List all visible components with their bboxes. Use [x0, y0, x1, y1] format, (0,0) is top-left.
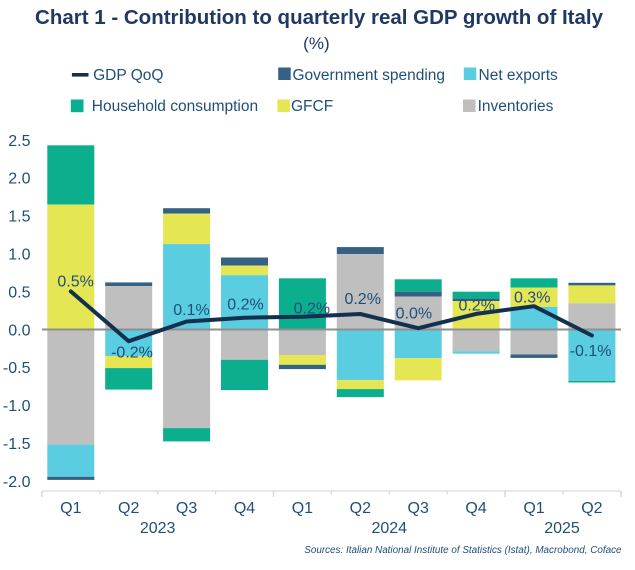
svg-text:Q2: Q2 — [350, 500, 371, 517]
svg-text:0.2%: 0.2% — [344, 291, 380, 308]
svg-text:Inventories: Inventories — [478, 98, 554, 115]
svg-text:0.3%: 0.3% — [514, 289, 550, 306]
svg-text:0.2%: 0.2% — [227, 297, 263, 314]
svg-text:Q1: Q1 — [60, 500, 81, 517]
svg-text:-0.1%: -0.1% — [570, 343, 612, 360]
svg-text:1.5: 1.5 — [8, 209, 30, 226]
svg-text:0.2%: 0.2% — [458, 297, 494, 314]
svg-text:Household consumption: Household consumption — [92, 98, 258, 115]
svg-text:-2.0: -2.0 — [3, 474, 31, 491]
svg-text:1.0: 1.0 — [8, 247, 30, 264]
svg-text:2023: 2023 — [140, 520, 176, 537]
svg-text:-0.2%: -0.2% — [111, 344, 153, 361]
svg-text:Q3: Q3 — [176, 500, 197, 517]
svg-text:Q3: Q3 — [408, 500, 429, 517]
svg-text:0.2%: 0.2% — [294, 300, 330, 317]
svg-text:Government spending: Government spending — [293, 67, 446, 84]
svg-text:Q1: Q1 — [523, 500, 544, 517]
svg-text:Q4: Q4 — [465, 500, 486, 517]
svg-text:-1.0: -1.0 — [3, 398, 31, 415]
svg-text:Q1: Q1 — [292, 500, 313, 517]
svg-text:2024: 2024 — [371, 520, 407, 537]
svg-text:Sources: Italian National Inst: Sources: Italian National Institute of S… — [304, 545, 622, 556]
svg-text:0.0: 0.0 — [8, 322, 30, 339]
svg-text:-0.5: -0.5 — [3, 360, 31, 377]
svg-text:0.5: 0.5 — [8, 284, 30, 301]
svg-text:2025: 2025 — [544, 520, 580, 537]
svg-text:0.5%: 0.5% — [57, 274, 93, 291]
svg-text:(%): (%) — [303, 34, 329, 53]
svg-text:Q2: Q2 — [581, 500, 602, 517]
svg-text:Chart 1 - Contribution to quar: Chart 1 - Contribution to quarterly real… — [35, 6, 604, 29]
svg-text:Net exports: Net exports — [479, 67, 559, 84]
svg-text:0.0%: 0.0% — [396, 305, 432, 322]
svg-text:Q2: Q2 — [118, 500, 139, 517]
svg-text:GFCF: GFCF — [291, 98, 333, 115]
svg-text:GDP QoQ: GDP QoQ — [93, 67, 163, 84]
svg-text:Q4: Q4 — [234, 500, 255, 517]
svg-text:2.0: 2.0 — [8, 171, 30, 188]
svg-text:2.5: 2.5 — [8, 133, 30, 150]
svg-text:0.1%: 0.1% — [173, 302, 209, 319]
svg-text:-1.5: -1.5 — [3, 436, 31, 453]
